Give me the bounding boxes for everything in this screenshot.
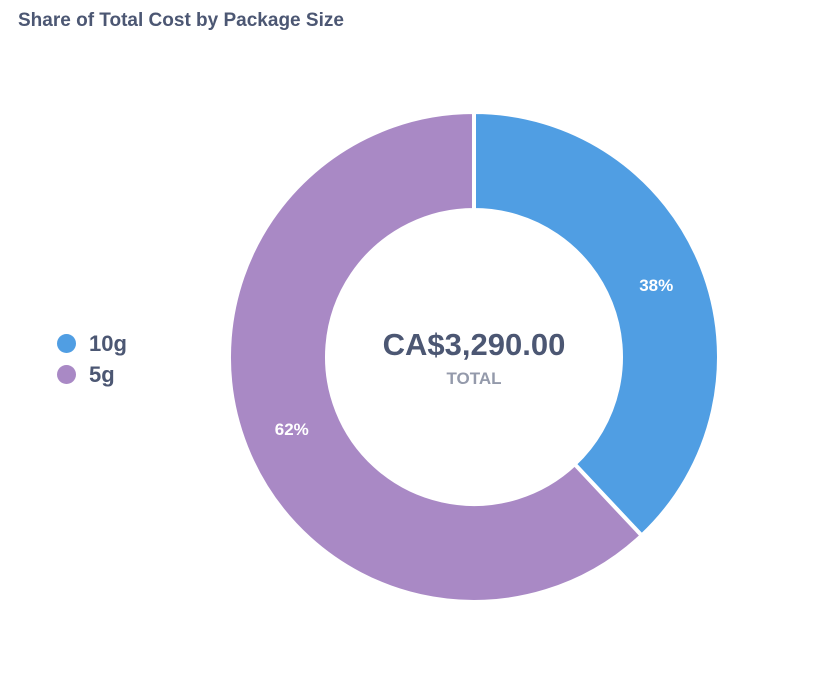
total-label: TOTAL — [446, 369, 501, 388]
legend: 10g 5g — [57, 328, 127, 390]
legend-dot-5g — [57, 365, 76, 384]
slice-label-10g: 38% — [639, 276, 673, 295]
legend-item-10g[interactable]: 10g — [57, 328, 127, 359]
chart-title: Share of Total Cost by Package Size — [18, 10, 344, 31]
donut-slices — [227, 109, 721, 604]
legend-dot-10g — [57, 334, 76, 353]
slice-label-5g: 62% — [275, 420, 309, 439]
legend-item-5g[interactable]: 5g — [57, 359, 127, 390]
total-value: CA$3,290.00 — [383, 327, 566, 362]
legend-label-10g: 10g — [89, 330, 127, 356]
slice-10g[interactable] — [472, 109, 721, 539]
slice-5g[interactable] — [227, 109, 645, 604]
legend-label-5g: 5g — [89, 361, 115, 387]
slice-labels: 38% 62% — [275, 276, 674, 439]
